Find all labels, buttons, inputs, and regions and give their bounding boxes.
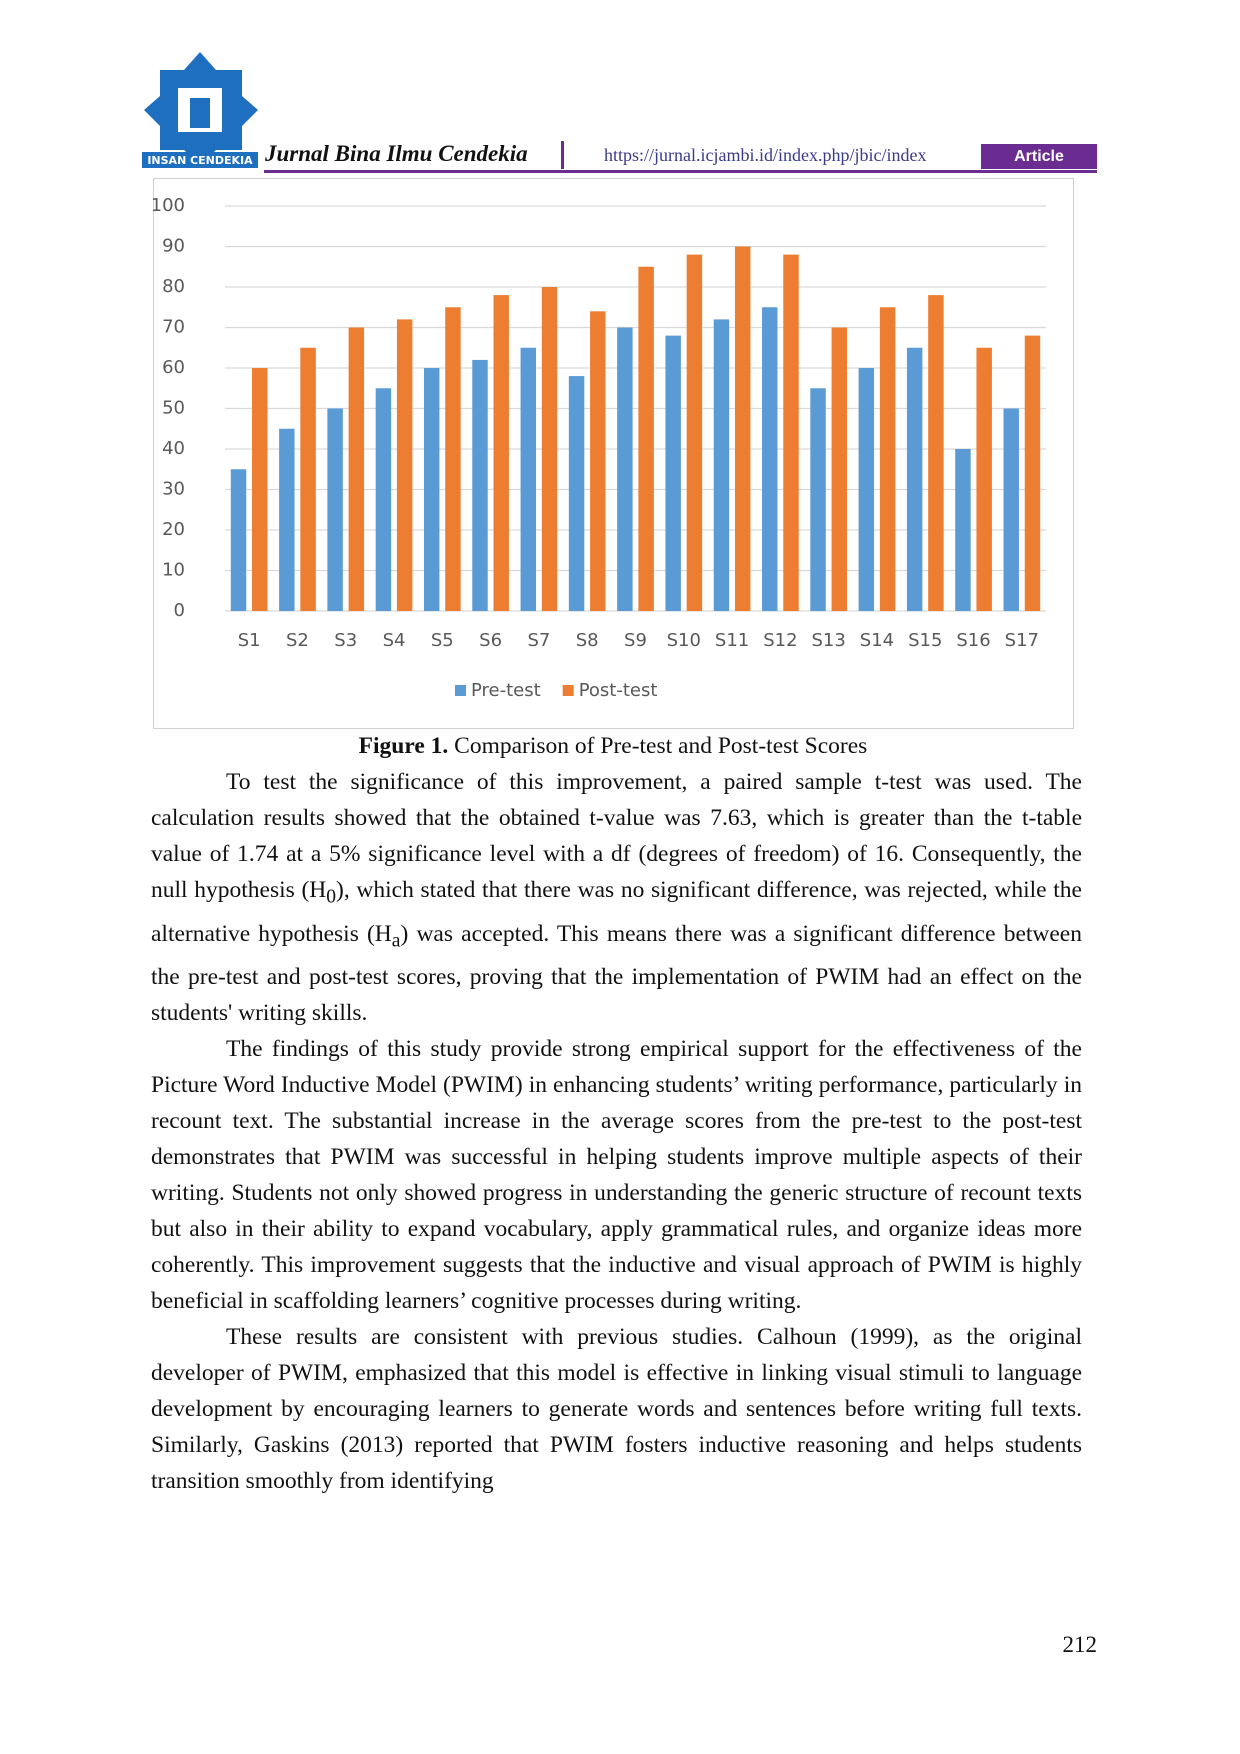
bar (831, 327, 848, 611)
y-tick-label: 30 (162, 479, 185, 500)
bar (568, 376, 585, 611)
x-tick-label: S2 (286, 630, 309, 651)
paragraph: The findings of this study provide stron… (151, 1031, 1082, 1319)
caption-text: Comparison of Pre-test and Post-test Sco… (454, 733, 868, 759)
page-number: 212 (1062, 1632, 1098, 1657)
bar (858, 368, 875, 611)
bar (734, 246, 751, 611)
x-tick-label: S15 (908, 630, 942, 651)
legend-label: Post-test (579, 680, 658, 701)
figure-caption: Figure 1. Comparison of Pre-test and Pos… (0, 733, 1226, 760)
paragraph: These results are consistent with previo… (151, 1319, 1082, 1499)
bar (713, 319, 730, 611)
y-tick-label: 20 (162, 519, 185, 540)
x-tick-label: S3 (334, 630, 357, 651)
logo-band (142, 152, 258, 168)
x-tick-label: S1 (238, 630, 261, 651)
bar (617, 327, 633, 611)
text-run: ) was accepted. This means there was a s… (151, 920, 1082, 1027)
logo: INSAN CENDEKIA (142, 52, 258, 168)
legend-swatch (562, 685, 574, 696)
bar (252, 368, 268, 611)
x-tick-label: S9 (624, 630, 647, 651)
header-rule (264, 170, 1097, 173)
y-tick-label: 10 (162, 560, 185, 581)
paragraph: To test the significance of this improve… (151, 764, 1082, 1031)
chart: 0 10 20 30 40 50 60 70 80 90 100 S1 S2 S3 S4 S5 S6 S7 S8 S9… (153, 178, 1074, 729)
logo-text: INSAN CENDEKIA (147, 154, 253, 167)
y-tick-label: 100 (153, 195, 185, 216)
x-tick-label: S12 (763, 630, 797, 651)
bar (279, 428, 295, 611)
x-tick-label: S4 (383, 630, 406, 651)
y-tick-label: 60 (162, 357, 185, 378)
y-tick-label: 70 (162, 317, 185, 338)
bar (810, 388, 826, 611)
bar (230, 469, 247, 611)
x-tick-label: S17 (1005, 630, 1039, 651)
bar (783, 254, 799, 611)
bar (300, 347, 316, 611)
y-tick-label: 50 (162, 398, 185, 419)
journal-name: Jurnal Bina Ilmu Cendekia (265, 141, 528, 166)
bar (928, 295, 944, 611)
x-tick-label: S6 (479, 630, 502, 651)
bar (976, 347, 992, 611)
bar (686, 254, 703, 611)
bar (1003, 408, 1019, 611)
bar (879, 307, 896, 611)
x-tick-label: S14 (860, 630, 894, 651)
bar (493, 295, 509, 611)
bar (906, 347, 923, 611)
bar (1024, 335, 1041, 611)
bar (541, 287, 558, 611)
bar (472, 359, 488, 611)
bar (445, 307, 461, 611)
x-tick-label: S7 (527, 630, 550, 651)
text-run: These results are consistent with previo… (151, 1324, 1082, 1495)
caption-label: Figure 1. (358, 733, 449, 759)
x-tick-label: S10 (667, 630, 701, 651)
body-text: To test the significance of this improve… (151, 764, 1082, 1499)
y-tick-label: 80 (162, 276, 185, 297)
bar (590, 311, 606, 611)
x-tick-label: S11 (715, 630, 749, 651)
subscript: 0 (326, 886, 337, 908)
separator (561, 141, 564, 169)
subscript: a (391, 930, 401, 952)
x-tick-label: S16 (956, 630, 990, 651)
bar (762, 307, 778, 611)
bar (520, 347, 537, 611)
bar (423, 368, 440, 611)
legend-label: Pre-test (471, 680, 541, 701)
text-run: ), which stated that there was no signif… (151, 877, 1082, 947)
x-tick-label: S13 (812, 630, 846, 651)
bar (327, 408, 343, 611)
logo-mark (190, 98, 210, 128)
x-tick-label: S8 (576, 630, 599, 651)
legend-swatch (455, 685, 466, 696)
y-tick-label: 0 (174, 600, 185, 621)
bar (638, 266, 654, 611)
x-tick-label: S5 (431, 630, 454, 651)
bar (375, 388, 392, 611)
bar (348, 327, 365, 611)
journal-url: https://jurnal.icjambi.id/index.php/jbic… (604, 145, 927, 165)
bar (665, 335, 681, 611)
y-tick-label: 40 (162, 438, 185, 459)
y-tick-label: 90 (162, 236, 185, 257)
bar (396, 319, 413, 611)
text-run: To test the significance of this improve… (151, 769, 1082, 903)
bar (955, 449, 971, 611)
article-tag: Article (981, 144, 1097, 169)
text-run: The findings of this study provide stron… (151, 1036, 1082, 1315)
